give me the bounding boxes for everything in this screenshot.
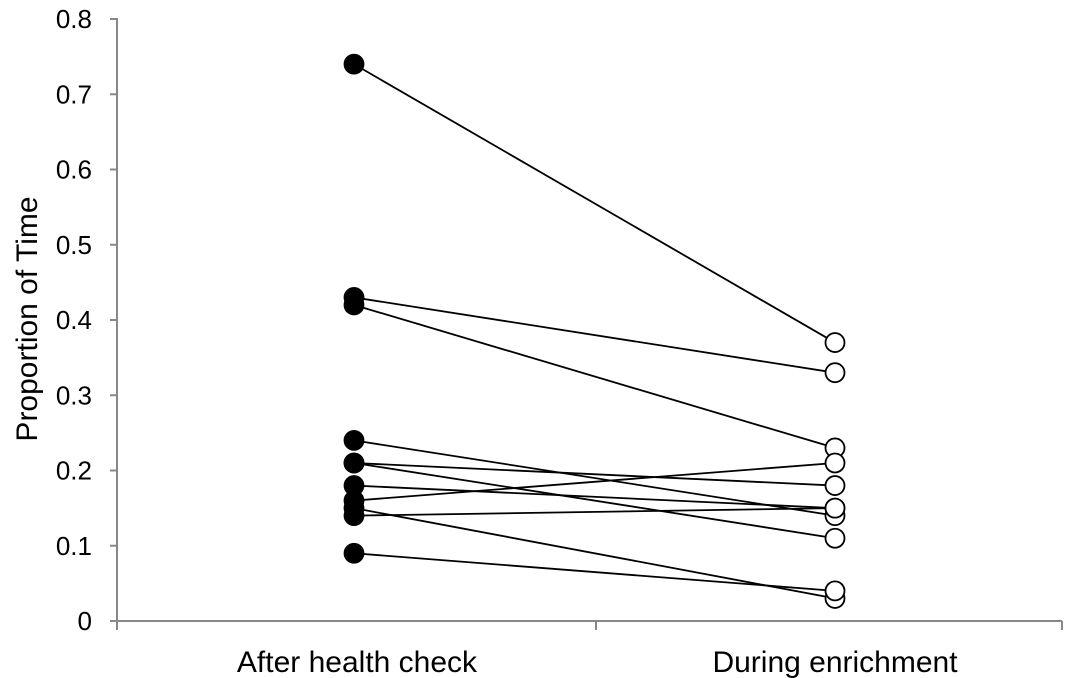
- point-after-10: [343, 505, 365, 527]
- series-lines: [353, 63, 836, 600]
- point-during-6: [824, 527, 846, 549]
- point-during-11: [824, 580, 846, 602]
- point-after-1: [343, 53, 365, 75]
- y-axis-ticks: 0 0.1 0.2 0.3 0.4 0.5 0.6 0.7 0.8: [56, 4, 117, 636]
- y-tick-label: 0.2: [56, 456, 92, 486]
- series-line-1: [353, 63, 836, 344]
- y-tick-label: 0.3: [56, 380, 92, 410]
- y-tick-label: 0.1: [56, 531, 92, 561]
- y-axis-title: Proportion of Time: [11, 196, 44, 441]
- y-tick-label: 0.6: [56, 155, 92, 185]
- series-line-9: [353, 507, 836, 600]
- data-points: [343, 53, 846, 609]
- y-tick-label: 0.4: [56, 305, 92, 335]
- x-category-label: During enrichment: [712, 646, 958, 678]
- x-category-label: After health check: [237, 646, 478, 678]
- series-line-7: [353, 484, 836, 510]
- y-tick-label: 0: [78, 606, 92, 636]
- series-line-6: [353, 462, 836, 540]
- y-tick-label: 0.7: [56, 79, 92, 109]
- series-line-5: [353, 462, 836, 487]
- y-tick-label: 0.5: [56, 230, 92, 260]
- y-tick-label: 0.8: [56, 4, 92, 34]
- series-line-2: [353, 296, 836, 374]
- point-after-6: [343, 452, 365, 474]
- point-after-4: [343, 429, 365, 451]
- series-line-8: [353, 462, 836, 502]
- point-after-3: [343, 294, 365, 316]
- series-line-11: [353, 552, 836, 592]
- series-line-3: [353, 304, 836, 449]
- point-during-5: [824, 475, 846, 496]
- point-during-8: [824, 452, 846, 474]
- series-line-10: [353, 507, 836, 517]
- point-during-10: [824, 497, 846, 519]
- series-line-4: [353, 439, 836, 517]
- point-during-1: [824, 332, 846, 353]
- point-during-2: [824, 362, 846, 384]
- point-after-11: [343, 542, 365, 564]
